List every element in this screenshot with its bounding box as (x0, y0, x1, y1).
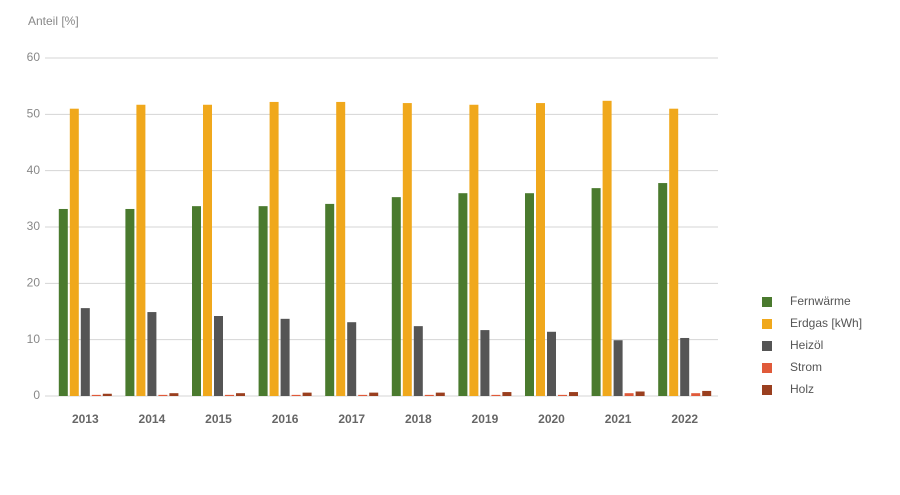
x-tick-label: 2021 (605, 412, 632, 426)
x-tick-label: 2019 (472, 412, 499, 426)
x-tick-label: 2016 (272, 412, 299, 426)
bar (658, 183, 668, 396)
y-tick-label: 60 (27, 50, 41, 64)
bar (69, 108, 79, 396)
bar (125, 208, 135, 396)
bar (169, 393, 179, 396)
bar (225, 394, 234, 396)
bar (702, 390, 712, 396)
bar (336, 101, 346, 396)
bar (602, 100, 612, 397)
bar (591, 188, 601, 396)
x-tick-label: 2020 (538, 412, 565, 426)
bar (558, 394, 567, 396)
bar (269, 101, 279, 396)
bar (291, 394, 301, 396)
legend-label: Heizöl (790, 338, 823, 352)
bar (80, 308, 90, 396)
legend-swatch (762, 341, 772, 351)
legend-label: Erdgas [kWh] (790, 316, 862, 330)
bar (192, 206, 201, 396)
y-tick-label: 10 (27, 332, 41, 346)
bar (102, 393, 112, 396)
bar (391, 197, 401, 396)
bar (369, 392, 379, 396)
x-tick-label: 2017 (338, 412, 365, 426)
bar (536, 103, 545, 397)
bar (325, 203, 335, 396)
bar (424, 394, 434, 396)
bar (435, 392, 445, 396)
bar (491, 394, 501, 396)
y-tick-label: 40 (27, 163, 41, 177)
bar (669, 108, 679, 396)
bar (302, 392, 312, 396)
legend-label: Fernwärme (790, 294, 851, 308)
legend-swatch (762, 363, 772, 373)
bar (158, 394, 168, 396)
bar (358, 394, 368, 396)
bar (525, 193, 534, 396)
bar (136, 104, 146, 397)
bar (458, 193, 468, 396)
y-tick-label: 20 (27, 276, 41, 290)
bar (280, 318, 290, 396)
y-tick-label: 0 (33, 388, 40, 402)
bar (214, 316, 223, 396)
bar (624, 393, 634, 396)
x-tick-label: 2013 (72, 412, 99, 426)
bar (203, 104, 212, 397)
x-tick-label: 2018 (405, 412, 432, 426)
y-tick-label: 50 (27, 107, 41, 121)
legend-label: Holz (790, 382, 814, 396)
bar (91, 394, 101, 396)
bar (413, 326, 423, 396)
bar (480, 330, 490, 396)
bar (691, 393, 701, 396)
bar (547, 331, 556, 396)
bar (569, 392, 578, 396)
bar (680, 337, 690, 396)
bar (613, 340, 623, 396)
x-tick-label: 2015 (205, 412, 232, 426)
bar (402, 103, 412, 397)
bar (635, 391, 645, 396)
bar (502, 392, 512, 396)
y-tick-label: 30 (27, 219, 41, 233)
bar (236, 393, 245, 396)
legend-swatch (762, 385, 772, 395)
bar (469, 104, 479, 397)
legend-label: Strom (790, 360, 822, 374)
y-axis-title: Anteil [%] (28, 14, 79, 28)
bar (258, 206, 268, 396)
x-tick-label: 2014 (139, 412, 166, 426)
legend-swatch (762, 297, 772, 307)
bar (58, 208, 68, 396)
legend-swatch (762, 319, 772, 329)
x-tick-label: 2022 (671, 412, 698, 426)
bar (347, 322, 357, 396)
bar (147, 312, 157, 396)
